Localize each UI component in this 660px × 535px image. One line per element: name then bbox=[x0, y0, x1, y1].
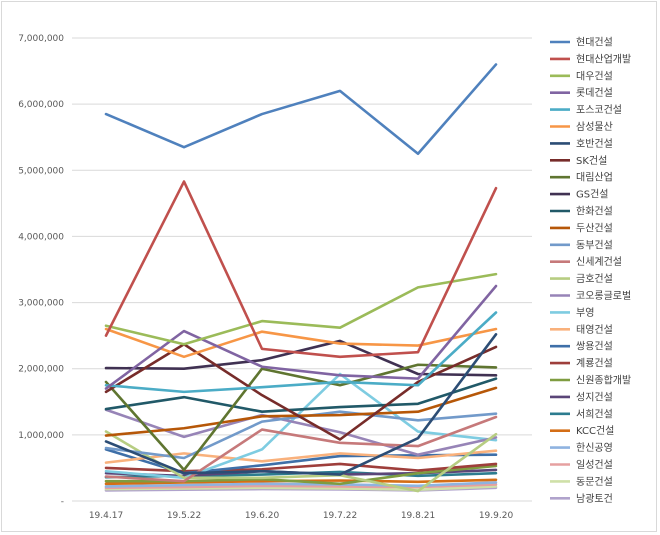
legend-label-17: 태영건설 bbox=[576, 324, 613, 336]
series-line-2 bbox=[104, 272, 498, 346]
legend-label-9: GS건설 bbox=[576, 189, 609, 201]
legend-label-23: KCC건설 bbox=[576, 425, 614, 437]
legend-label-18: 쌍용건설 bbox=[576, 341, 613, 353]
legend-label-12: 동부건설 bbox=[576, 239, 613, 251]
legend-label-25: 일성건설 bbox=[576, 459, 613, 471]
legend-label-1: 현대산업개발 bbox=[576, 52, 631, 65]
legend-label-21: 성지건설 bbox=[576, 391, 613, 403]
series-line-11 bbox=[104, 386, 498, 437]
legend-label-6: 호반건설 bbox=[576, 138, 613, 150]
series-line-16 bbox=[104, 372, 498, 480]
legend-label-20: 신원종합개발 bbox=[576, 375, 631, 387]
series-lines bbox=[104, 63, 498, 493]
series-line-1 bbox=[104, 180, 498, 359]
series-line-13 bbox=[104, 415, 498, 483]
legend-label-27: 남광토건 bbox=[576, 493, 613, 505]
series-line-15 bbox=[104, 408, 498, 457]
series-line-0 bbox=[104, 63, 498, 156]
y-tick-label: 5,000,000 bbox=[18, 166, 64, 176]
series-line-26 bbox=[104, 485, 498, 492]
x-tick-label: 19.9.20 bbox=[479, 511, 514, 521]
series-line-7 bbox=[104, 342, 498, 441]
series-line-25 bbox=[104, 483, 498, 490]
legend-label-26: 동문건설 bbox=[576, 476, 613, 488]
series-line-6 bbox=[104, 333, 498, 476]
legend-label-0: 현대건설 bbox=[576, 37, 613, 49]
x-tick-label: 19.6.20 bbox=[245, 511, 280, 521]
legend-label-2: 대우건설 bbox=[576, 70, 613, 82]
legend-label-7: SK건설 bbox=[576, 155, 607, 167]
y-tick-label: - bbox=[61, 497, 64, 507]
y-tick-label: 2,000,000 bbox=[18, 365, 64, 375]
legend-label-4: 포스코건설 bbox=[576, 104, 622, 116]
x-tick-label: 19.5.22 bbox=[167, 511, 201, 521]
x-axis-ticks: 19.4.17 19.5.22 19.6.20 19.7.22 19.8.21 19.9.… bbox=[89, 511, 514, 521]
legend-label-24: 한신공영 bbox=[576, 442, 613, 454]
legend-label-22: 서희건설 bbox=[576, 408, 613, 420]
x-tick-label: 19.4.17 bbox=[89, 511, 123, 521]
y-tick-label: 7,000,000 bbox=[18, 34, 64, 44]
legend-label-15: 코오롱글로벌 bbox=[576, 290, 631, 302]
y-tick-label: 3,000,000 bbox=[18, 299, 64, 309]
legend-label-3: 롯데건설 bbox=[576, 87, 613, 99]
legend-label-5: 삼성물산 bbox=[576, 121, 613, 133]
y-tick-label: 6,000,000 bbox=[18, 100, 64, 110]
x-tick-label: 19.8.21 bbox=[401, 511, 435, 521]
series-line-24 bbox=[104, 481, 498, 488]
x-tick-label: 19.7.22 bbox=[323, 511, 357, 521]
legend-label-11: 두산건설 bbox=[576, 222, 613, 234]
y-tick-label: 4,000,000 bbox=[18, 232, 64, 242]
y-axis-ticks: - 1,000,000 2,000,000 3,000,000 4,000,000 5,0… bbox=[18, 34, 64, 507]
series-line-4 bbox=[104, 311, 498, 394]
legend-label-14: 금호건설 bbox=[576, 273, 613, 285]
series-line-5 bbox=[104, 327, 498, 359]
legend-label-13: 신세계건설 bbox=[576, 256, 622, 268]
y-tick-label: 1,000,000 bbox=[18, 431, 64, 441]
legend-label-16: 부영 bbox=[576, 307, 594, 319]
legend-label-19: 계룡건설 bbox=[576, 358, 613, 370]
legend-label-10: 한화건설 bbox=[576, 206, 613, 218]
series-line-10 bbox=[104, 377, 498, 414]
legend-label-8: 대림산업 bbox=[576, 171, 613, 184]
series-line-14 bbox=[104, 430, 498, 493]
